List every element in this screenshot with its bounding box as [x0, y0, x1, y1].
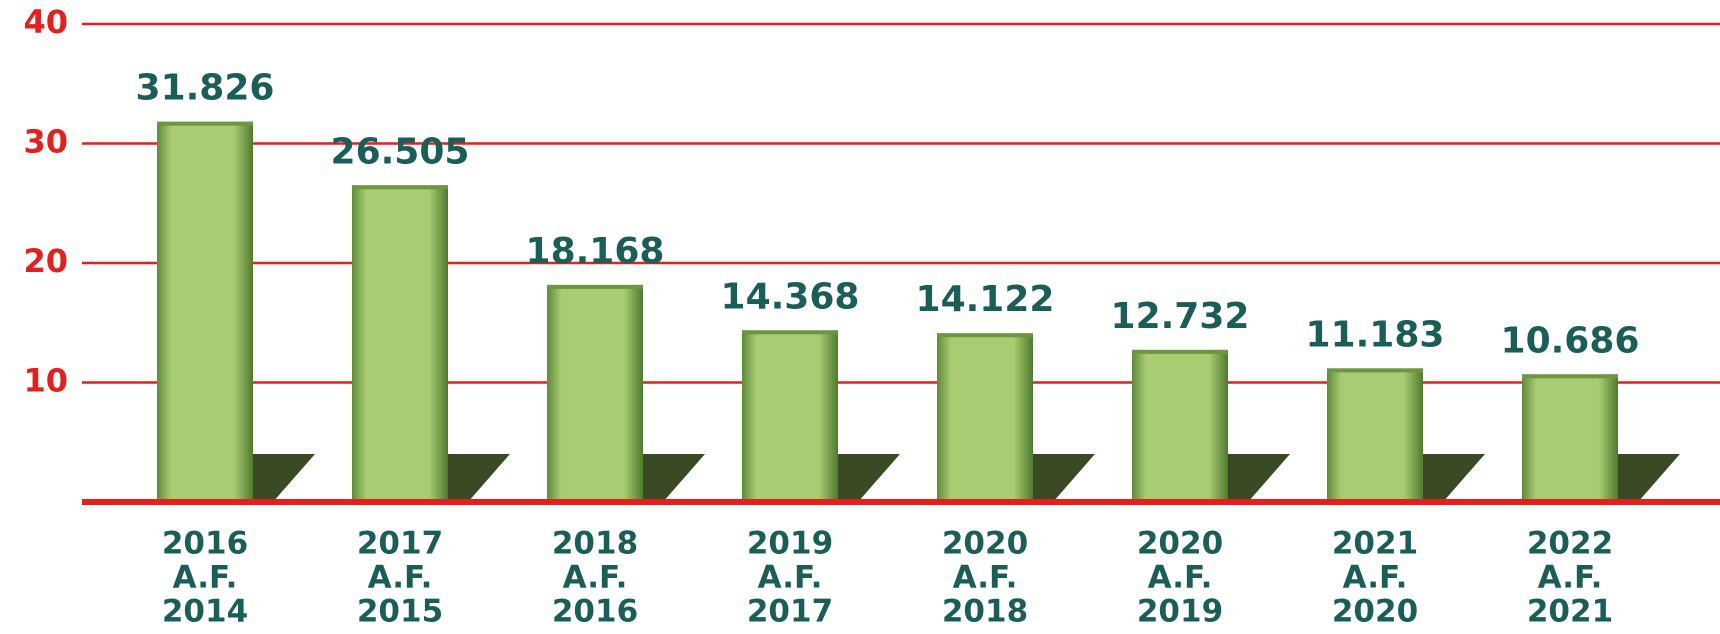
x-tick-label: A.F. — [563, 560, 628, 596]
y-tick-label: 20 — [23, 242, 68, 280]
bar-top — [937, 333, 1033, 338]
x-tick-label: 2017 — [747, 594, 833, 630]
bar — [742, 330, 838, 502]
bar-shadow — [448, 454, 510, 502]
x-tick-label: A.F. — [368, 560, 433, 596]
x-tick-label: 2020 — [1332, 594, 1418, 630]
x-tick-label: 2018 — [552, 526, 638, 562]
x-tick-label: A.F. — [1148, 560, 1213, 596]
x-tick-label: 2019 — [747, 526, 833, 562]
x-tick-label: 2020 — [942, 526, 1028, 562]
bar — [1522, 374, 1618, 502]
x-tick-label: 2016 — [552, 594, 638, 630]
bar-shadow — [1618, 454, 1680, 502]
value-label: 18.168 — [526, 231, 665, 272]
bar-shadow — [1033, 454, 1095, 502]
x-tick-label: A.F. — [1343, 560, 1408, 596]
x-tick-label: 2017 — [357, 526, 443, 562]
value-label: 31.826 — [136, 68, 275, 109]
bar-top — [742, 330, 838, 335]
bar — [157, 121, 253, 503]
bar-shadow — [1228, 454, 1290, 502]
value-label: 11.183 — [1306, 314, 1445, 355]
x-tick-label: A.F. — [758, 560, 823, 596]
x-tick-label: 2020 — [1137, 526, 1223, 562]
x-tick-label: 2019 — [1137, 594, 1223, 630]
x-tick-label: 2018 — [942, 594, 1028, 630]
value-label: 10.686 — [1501, 320, 1640, 361]
x-tick-label: 2021 — [1332, 526, 1418, 562]
bar — [1327, 368, 1423, 502]
value-label: 14.368 — [721, 276, 860, 317]
bar-shadow — [253, 454, 315, 502]
x-tick-label: 2014 — [162, 594, 248, 630]
bar-shadow — [838, 454, 900, 502]
x-tick-label: 2022 — [1527, 526, 1613, 562]
y-tick-label: 30 — [23, 123, 68, 161]
bar-top — [1327, 368, 1423, 373]
bar — [1132, 349, 1228, 502]
x-tick-label: A.F. — [173, 560, 238, 596]
y-tick-label: 40 — [23, 3, 68, 41]
bar — [352, 185, 448, 502]
y-tick-label: 10 — [23, 362, 68, 400]
bar-top — [547, 284, 643, 289]
bar-top — [157, 121, 253, 126]
bar — [547, 284, 643, 502]
x-tick-label: 2021 — [1527, 594, 1613, 630]
x-tick-label: A.F. — [953, 560, 1018, 596]
x-tick-label: 2015 — [357, 594, 443, 630]
value-label: 14.122 — [916, 279, 1055, 320]
x-tick-label: A.F. — [1538, 560, 1603, 596]
bar-top — [1522, 374, 1618, 379]
bar-shadow — [1423, 454, 1485, 502]
bar-top — [352, 185, 448, 190]
x-tick-label: 2016 — [162, 526, 248, 562]
value-label: 12.732 — [1111, 296, 1250, 337]
bar-shadow — [643, 454, 705, 502]
bar-top — [1132, 349, 1228, 354]
value-label: 26.505 — [331, 131, 470, 172]
bar — [937, 333, 1033, 502]
